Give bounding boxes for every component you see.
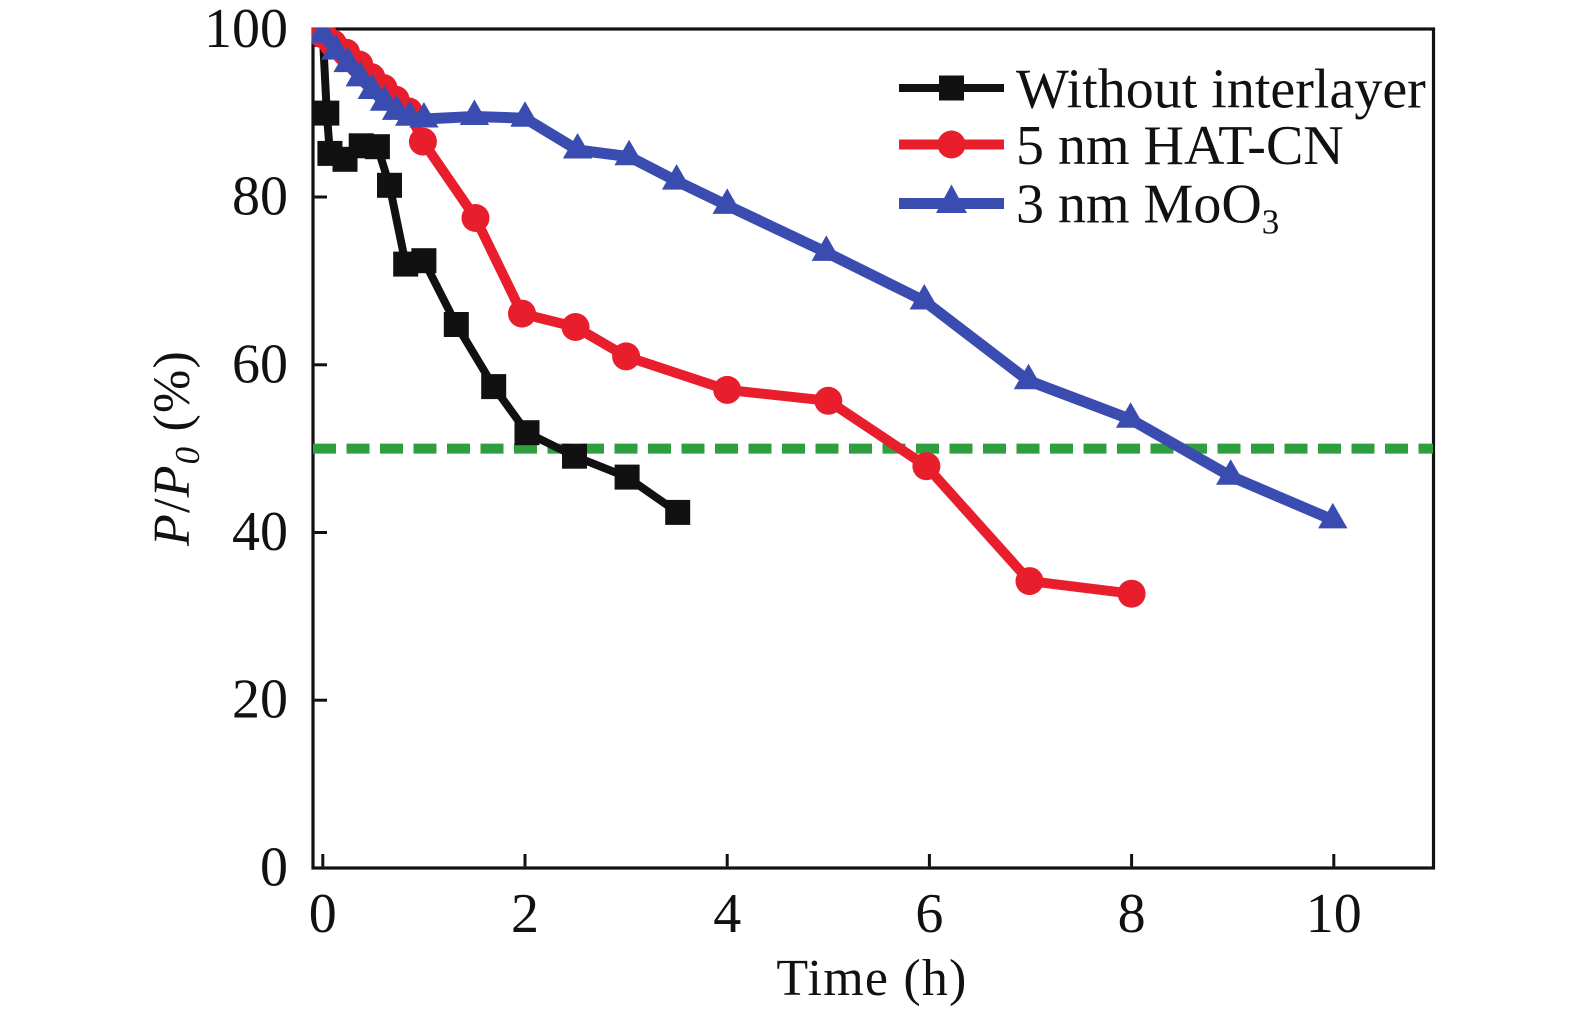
svg-text:10: 10 xyxy=(1306,883,1362,945)
svg-text:4: 4 xyxy=(713,883,741,945)
svg-text:Time (h): Time (h) xyxy=(776,950,967,1007)
svg-text:0: 0 xyxy=(309,883,337,945)
svg-text:100: 100 xyxy=(204,0,288,60)
svg-text:3 nm MoO3: 3 nm MoO3 xyxy=(1016,174,1279,242)
svg-text:0: 0 xyxy=(260,837,288,899)
svg-text:20: 20 xyxy=(232,669,288,731)
svg-text:60: 60 xyxy=(232,333,288,395)
svg-text:5 nm HAT-CN: 5 nm HAT-CN xyxy=(1016,115,1344,177)
svg-text:40: 40 xyxy=(232,501,288,563)
svg-text:8: 8 xyxy=(1118,883,1146,945)
svg-text:6: 6 xyxy=(915,883,943,945)
svg-text:Without interlayer: Without interlayer xyxy=(1016,59,1426,121)
svg-text:2: 2 xyxy=(511,883,539,945)
svg-text:80: 80 xyxy=(232,166,288,228)
